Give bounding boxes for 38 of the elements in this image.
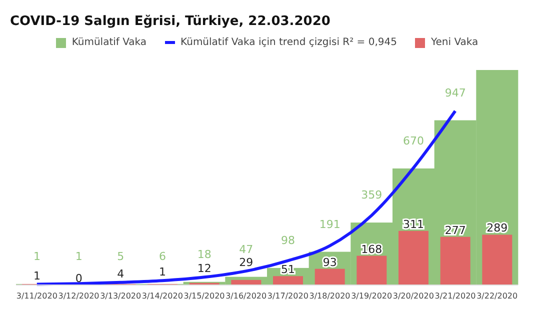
data-label: 98 [281,234,295,247]
data-label: 0 [75,272,82,285]
data-label: 1 [75,250,82,263]
legend-label: Kümülatif Vaka [72,37,147,48]
data-label: 1 [34,250,40,263]
x-tick-label: 3/22/2020 [476,292,518,301]
data-label: 18 [197,248,212,261]
x-tick-label: 3/20/2020 [392,292,434,301]
data-label: 1 [34,269,40,282]
data-label: 1 [159,266,166,279]
data-label: 12 [197,262,212,276]
chart-title: COVID-19 Salgın Eğrisi, Türkiye, 22.03.2020 [9,13,332,29]
data-label: 277 [444,224,466,237]
x-tick-label: 3/18/2020 [309,292,350,301]
x-tick-label: 3/16/2020 [226,292,267,301]
data-label: 47 [239,242,254,256]
x-tick-label: 3/12/2020 [58,292,100,301]
x-tick-label: 3/17/2020 [267,292,308,301]
x-tick-label: 3/15/2020 [184,292,225,301]
data-label: 4 [117,267,124,280]
x-tick-label: 3/19/2020 [351,292,392,301]
x-tick-label: 3/11/2020 [16,292,58,301]
data-label: 5 [117,250,124,263]
data-label: 670 [403,134,424,148]
x-tick-label: 3/13/2020 [100,292,142,301]
data-label: 93 [322,256,337,269]
data-label: 191 [319,218,340,231]
data-label: 947 [444,86,466,100]
data-label: 29 [239,256,254,270]
data-label: 289 [486,222,508,235]
data-label: 168 [361,242,382,256]
data-label: 359 [361,188,382,202]
x-tick-label: 3/14/2020 [142,292,183,301]
data-label: 311 [403,218,424,231]
data-label: 6 [159,250,166,263]
legend-label: Yeni Vaka [430,37,478,48]
legend-label: Kümülatif Vaka için trend çizgisi R² = 0,945 [180,37,397,48]
x-tick-label: 3/21/2020 [434,292,476,301]
